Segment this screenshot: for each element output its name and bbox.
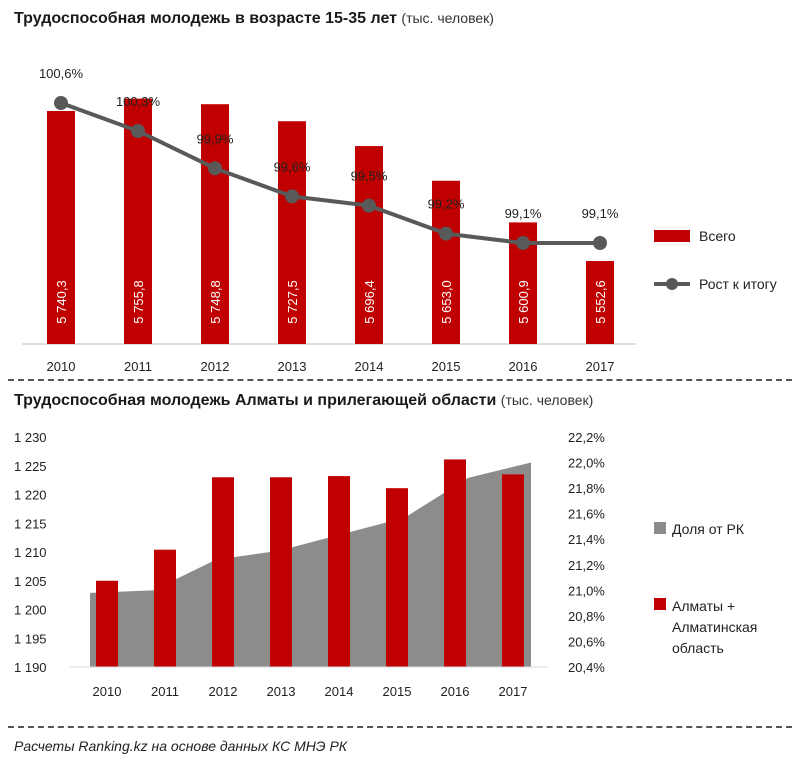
bar-total <box>432 180 460 344</box>
bar-total <box>278 121 306 344</box>
legend-label-almaty: Алматинская <box>672 619 757 635</box>
chart1-unit: (тыс. человек) <box>401 10 494 26</box>
x-tick-label: 2014 <box>355 359 384 374</box>
x-tick-label: 2012 <box>201 359 230 374</box>
growth-label: 99,9% <box>197 131 234 146</box>
bar-value-label: 5 755,8 <box>131 280 146 323</box>
x-tick-label: 2014 <box>325 684 354 699</box>
bar-total <box>355 146 383 344</box>
legend-swatch-share <box>654 522 666 534</box>
growth-point <box>208 161 222 176</box>
bar-almaty <box>154 549 176 667</box>
growth-label: 99,1% <box>505 206 542 221</box>
legend-swatch-total <box>654 230 690 242</box>
y-right-tick-label: 22,2% <box>568 430 605 445</box>
bar-value-label: 5 696,4 <box>362 280 377 323</box>
y-right-tick-label: 21,2% <box>568 558 605 573</box>
growth-point <box>362 198 376 213</box>
y-right-tick-label: 21,6% <box>568 507 605 522</box>
growth-label: 99,2% <box>428 197 465 212</box>
x-tick-label: 2011 <box>124 359 152 374</box>
legend-label-growth: Рост к итогу <box>699 276 777 292</box>
y-left-tick-label: 1 190 <box>14 660 47 675</box>
bar-value-label: 5 748,8 <box>208 280 223 323</box>
x-tick-label: 2016 <box>441 684 470 699</box>
bar-almaty <box>444 459 466 667</box>
x-tick-label: 2011 <box>151 684 179 699</box>
y-right-tick-label: 21,0% <box>568 583 605 598</box>
y-left-tick-label: 1 230 <box>14 430 47 445</box>
x-tick-label: 2013 <box>267 684 296 699</box>
bar-value-label: 5 727,5 <box>285 280 300 323</box>
bar-almaty <box>96 580 118 667</box>
growth-label: 100,6% <box>39 66 84 81</box>
growth-label: 99,6% <box>274 159 311 174</box>
y-left-tick-label: 1 200 <box>14 603 47 618</box>
bar-total <box>201 104 229 344</box>
bar-almaty <box>386 488 408 667</box>
footer-divider <box>8 726 792 728</box>
growth-label: 99,1% <box>582 206 619 221</box>
x-tick-label: 2010 <box>93 684 122 699</box>
bar-total <box>47 111 75 344</box>
section-divider <box>8 379 792 381</box>
y-left-tick-label: 1 215 <box>14 516 47 531</box>
chart2-unit: (тыс. человек) <box>500 392 594 408</box>
y-left-tick-label: 1 225 <box>14 459 47 474</box>
x-tick-label: 2012 <box>209 684 238 699</box>
area-share <box>90 462 531 667</box>
legend-label-total: Всего <box>699 228 736 244</box>
growth-point <box>516 236 530 250</box>
growth-point <box>131 124 145 138</box>
bar-total <box>124 98 152 344</box>
bar-value-label: 5 600,9 <box>516 280 531 323</box>
y-right-tick-label: 20,8% <box>568 609 605 624</box>
y-left-tick-label: 1 220 <box>14 488 47 503</box>
legend-swatch-almaty <box>654 598 666 610</box>
legend-label-share: Доля от РК <box>672 521 745 537</box>
bar-almaty <box>212 477 234 667</box>
x-tick-label: 2016 <box>509 359 538 374</box>
bar-almaty <box>270 477 292 667</box>
growth-point <box>54 96 68 110</box>
growth-point <box>593 236 607 250</box>
y-left-tick-label: 1 210 <box>14 545 47 560</box>
y-right-tick-label: 22,0% <box>568 456 605 471</box>
bar-almaty <box>502 474 524 667</box>
x-tick-label: 2015 <box>383 684 412 699</box>
growth-label: 99,5% <box>351 169 388 184</box>
chart2-title: Трудоспособная молодежь Алматы и прилега… <box>14 392 594 409</box>
y-right-tick-label: 20,4% <box>568 660 605 675</box>
y-right-tick-label: 21,8% <box>568 481 605 496</box>
x-tick-label: 2013 <box>278 359 307 374</box>
y-right-tick-label: 20,6% <box>568 634 605 649</box>
bar-value-label: 5 552,6 <box>593 280 608 323</box>
chart1-title: Трудоспособная молодежь в возрасте 15-35… <box>14 10 494 27</box>
y-left-tick-label: 1 205 <box>14 574 47 589</box>
source-note: Расчеты Ranking.kz на основе данных КС М… <box>14 738 348 754</box>
legend-marker-growth <box>666 278 678 290</box>
chart1-plot: 5 740,3 2010 5 755,8 2011 5 748,8 2012 5 727,5… <box>22 66 777 374</box>
growth-point <box>439 226 453 241</box>
growth-line <box>60 101 600 245</box>
y-right-tick-label: 21,4% <box>568 532 605 547</box>
growth-point <box>285 189 299 204</box>
x-tick-label: 2017 <box>499 684 528 699</box>
y-left-tick-label: 1 195 <box>14 631 47 646</box>
x-tick-label: 2015 <box>432 359 461 374</box>
x-tick-label: 2010 <box>47 359 76 374</box>
x-tick-label: 2017 <box>586 359 615 374</box>
growth-label: 100,3% <box>116 94 161 109</box>
legend-label-almaty: область <box>672 640 724 656</box>
bar-almaty <box>328 476 350 667</box>
legend-label-almaty: Алматы + <box>672 598 735 614</box>
bar-value-label: 5 653,0 <box>439 280 454 323</box>
bar-value-label: 5 740,3 <box>54 280 69 323</box>
bar-total <box>586 261 614 344</box>
